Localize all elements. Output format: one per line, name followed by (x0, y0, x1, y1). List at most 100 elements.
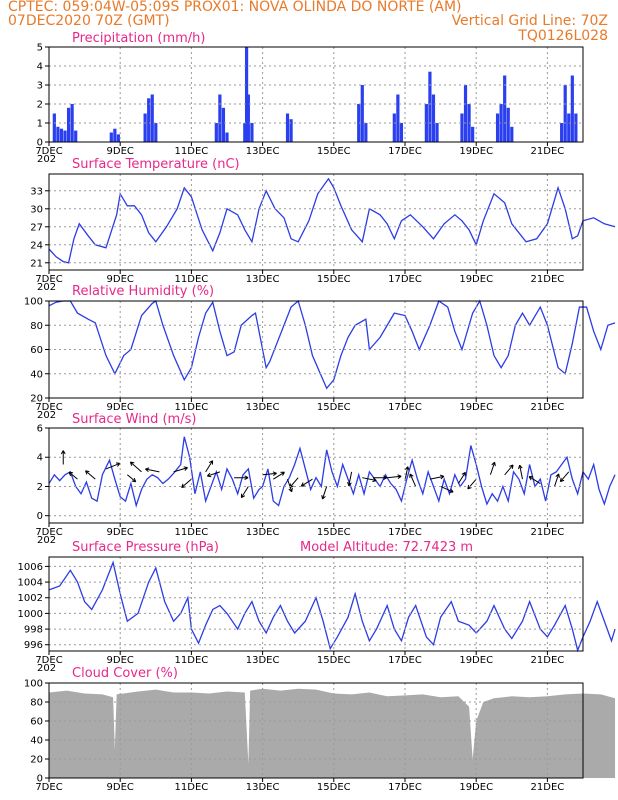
x-tick-label: 15DEC (317, 402, 351, 413)
temperature-line (48, 177, 616, 264)
x-tick-label: 17DEC (388, 146, 422, 157)
precip-bar (399, 123, 404, 142)
precip-bar (218, 94, 222, 142)
y-tick-label: 5 (37, 43, 43, 54)
precip-bar (221, 107, 226, 142)
humidity-line (48, 299, 616, 390)
precip-bar (52, 113, 56, 142)
x-tick-label: 15DEC (317, 146, 351, 157)
x-tick-label: 21DEC (531, 274, 565, 285)
precip-bar (392, 113, 396, 142)
wind-vector-arrow (205, 460, 214, 473)
precip-bar (250, 123, 254, 142)
panel-subtitle-model-altitude: Model Altitude: 72.7423 m (300, 540, 473, 555)
x-year-fragment: 202 (37, 410, 56, 421)
y-tick-label: 6 (37, 424, 43, 435)
panel-frame (48, 173, 584, 271)
x-tick-label: 13DEC (246, 655, 280, 666)
panel-frame (48, 46, 584, 143)
x-tick-label: 9DEC (107, 782, 134, 793)
panel-cloud: 0 20 40 60 80 100 7DEC 9DEC 11DEC 13DEC 15DEC 17DEC… (24, 679, 616, 793)
y-tick-label: 3 (37, 81, 43, 92)
x-tick-label: 15DEC (317, 527, 351, 538)
panel-title-humidity: Relative Humidity (%) (72, 284, 214, 299)
precip-bar (147, 98, 151, 142)
wind-vector-arrow (387, 474, 402, 479)
y-tick-label: 60 (30, 345, 43, 356)
precip-bar (574, 113, 578, 142)
wind-vector-arrow (362, 477, 377, 483)
wind-vector-arrow (409, 473, 417, 487)
precip-bar (113, 128, 117, 142)
wind-vector-arrow (559, 471, 570, 483)
precip-bar (214, 123, 218, 142)
precip-bar (396, 94, 400, 142)
x-tick-label: 21DEC (531, 146, 565, 157)
wind-vector-arrow (489, 461, 496, 475)
wind-vector-arrow (440, 486, 454, 493)
x-tick-label: 13DEC (246, 402, 280, 413)
precip-bar (116, 134, 121, 142)
panel-frame (48, 682, 584, 779)
panel-frame (48, 556, 584, 652)
wind-line (48, 436, 616, 508)
x-tick-label: 13DEC (246, 274, 280, 285)
precip-bar (431, 94, 436, 142)
x-tick-label: 7DEC (35, 527, 62, 538)
wind-vector-arrow (68, 471, 78, 480)
x-tick-label: 11DEC (175, 402, 209, 413)
y-tick-label: 20 (30, 755, 43, 766)
header-station: CPTEC: 059:04W-05:09S PROX01: NOVA OLIND… (8, 0, 462, 15)
wind-vector-arrow (457, 471, 466, 484)
precip-bar (510, 126, 514, 142)
wind-vector-arrow (321, 486, 328, 500)
x-tick-label: 15DEC (317, 274, 351, 285)
panel-precipitation: 0 1 2 3 4 5 7DEC 9DEC 11DEC 13DEC 15DEC 17DEC 19DEC 2… (35, 43, 584, 165)
x-tick-label: 19DEC (459, 655, 493, 666)
panel-title-wind: Surface Wind (m/s) (72, 412, 196, 427)
x-tick-label: 9DEC (107, 655, 134, 666)
x-tick-label: 17DEC (388, 274, 422, 285)
precip-bar (563, 85, 567, 142)
precip-bar (56, 126, 60, 142)
precip-bar (495, 113, 500, 142)
precip-bar (567, 113, 571, 142)
panel-frame (48, 427, 584, 524)
y-tick-label: 27 (30, 222, 43, 233)
precip-bar (357, 104, 361, 142)
x-tick-label: 15DEC (317, 782, 351, 793)
precip-bar (70, 104, 74, 142)
y-tick-label: 0 (37, 774, 43, 785)
precip-bar (499, 104, 503, 142)
y-tick-label: 80 (30, 698, 43, 709)
panel-title-temperature: Surface Temperature (nC) (72, 157, 240, 172)
y-tick-label: 4 (37, 453, 43, 464)
wind-vector-arrow (105, 462, 121, 470)
y-tick-label: 1000 (18, 609, 43, 620)
precip-bar (560, 123, 564, 142)
y-tick-label: 0 (37, 511, 43, 522)
precip-bar (150, 94, 154, 142)
header-model: TQ0126L028 (517, 28, 608, 44)
wind-vector-arrow (287, 478, 293, 493)
x-tick-label: 15DEC (317, 655, 351, 666)
x-year-fragment: 202 (37, 535, 56, 546)
wind-vector-arrow (145, 467, 160, 473)
precip-bar (360, 85, 364, 142)
wind-vector-arrow (173, 466, 188, 473)
panel-pressure: 996 998 1000 1002 1004 1006 7DEC 9DEC 11DEC 13DEC… (18, 556, 616, 674)
panel-title-precipitation: Precipitation (mm/h) (72, 31, 205, 46)
x-tick-label: 7DEC (35, 655, 62, 666)
x-year-fragment: 202 (37, 154, 56, 165)
x-tick-label: 17DEC (388, 402, 422, 413)
x-tick-label: 19DEC (459, 146, 493, 157)
y-tick-label: 40 (30, 369, 43, 380)
x-tick-label: 21DEC (531, 655, 565, 666)
wind-vector-arrow (347, 471, 353, 487)
y-tick-label: 4 (37, 62, 43, 73)
wind-vector-arrow (85, 470, 96, 480)
x-tick-label: 13DEC (246, 782, 280, 793)
panel-humidity: 20 40 60 80 100 7DEC 9DEC 11DEC 13DEC 15DEC 17DEC 1… (24, 297, 616, 421)
